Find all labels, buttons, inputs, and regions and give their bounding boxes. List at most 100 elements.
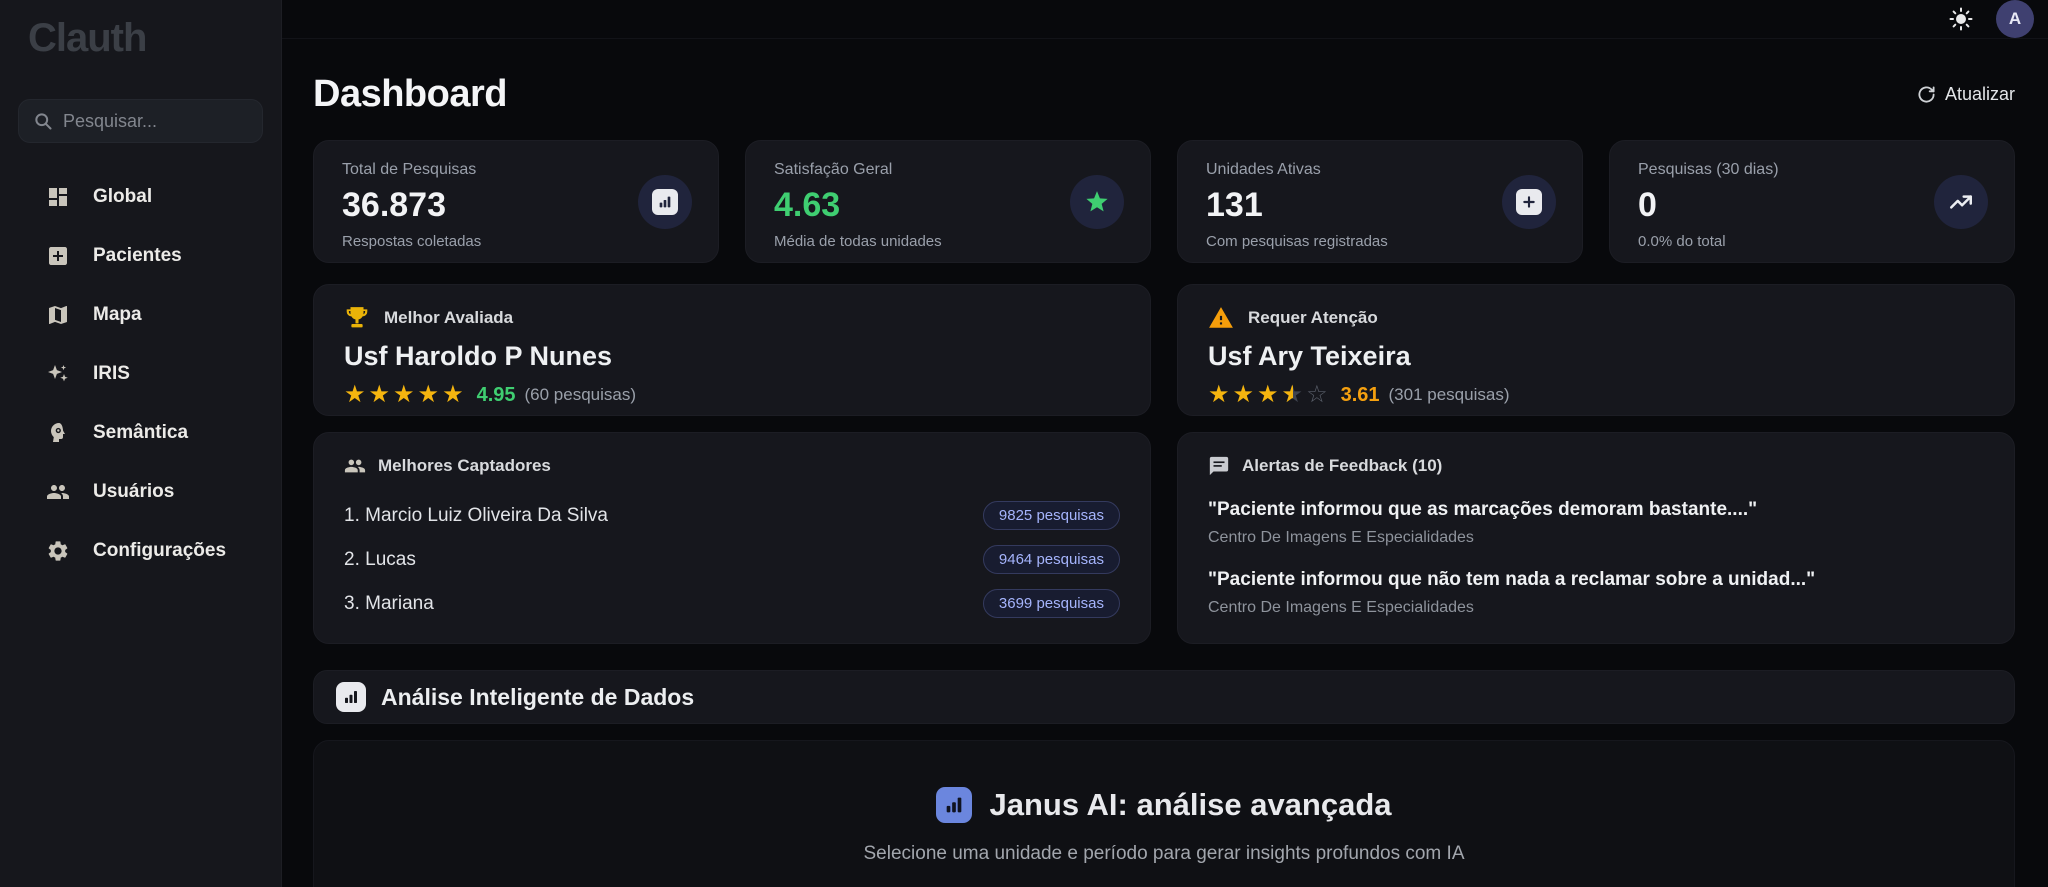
theme-toggle-button[interactable] bbox=[1946, 4, 1976, 34]
sidebar-item-label: Mapa bbox=[93, 304, 142, 325]
sidebar-item-configuracoes[interactable]: Configurações bbox=[10, 527, 271, 575]
stats-row: Total de Pesquisas 36.873 Respostas cole… bbox=[313, 140, 2015, 263]
alerts-title: Alertas de Feedback (10) bbox=[1242, 456, 1443, 475]
captador-row: 1. Marcio Luiz Oliveira Da Silva 9825 pe… bbox=[344, 501, 1120, 530]
stat-value: 0 bbox=[1638, 186, 1657, 224]
sidebar-item-label: Usuários bbox=[93, 481, 175, 502]
trophy-icon bbox=[344, 305, 370, 331]
star-icon: ★ bbox=[368, 381, 391, 408]
dashboard-content: Dashboard Atualizar Total de Pesquisas 3… bbox=[282, 39, 2048, 887]
search-input[interactable] bbox=[63, 110, 248, 132]
sidebar-item-semantica[interactable]: Semântica bbox=[10, 409, 271, 457]
stat-card-total-pesquisas: Total de Pesquisas 36.873 Respostas cole… bbox=[313, 140, 719, 263]
stat-label: Pesquisas (30 dias) bbox=[1638, 161, 1779, 178]
sidebar-item-global[interactable]: Global bbox=[10, 173, 271, 221]
captadores-title: Melhores Captadores bbox=[378, 456, 551, 475]
empty-star-icon: ☆ bbox=[1306, 381, 1328, 408]
captador-badge: 3699 pesquisas bbox=[982, 589, 1120, 618]
stat-value: 36.873 bbox=[342, 186, 446, 224]
sidebar-item-mapa[interactable]: Mapa bbox=[10, 291, 271, 339]
highlights-row: Melhor Avaliada Usf Haroldo P Nunes ★ ★ … bbox=[313, 284, 2015, 416]
feedback-quote: "Paciente informou que as marcações demo… bbox=[1208, 499, 1758, 520]
stat-label: Unidades Ativas bbox=[1206, 161, 1321, 178]
sidebar-item-label: IRIS bbox=[93, 363, 130, 384]
needs-attention-stars: ★ ★ ★ ★ ★ ☆ 3.61 (301 pesquisas) bbox=[1208, 383, 1984, 407]
refresh-icon bbox=[1917, 85, 1936, 104]
stat-card-satisfacao: Satisfação Geral 4.63 Média de todas uni… bbox=[745, 140, 1151, 263]
captador-row: 3. Mariana 3699 pesquisas bbox=[344, 589, 1120, 618]
feedback-quote: "Paciente informou que não tem nada a re… bbox=[1208, 569, 1816, 590]
stat-label: Satisfação Geral bbox=[774, 161, 893, 178]
topbar: A bbox=[282, 0, 2048, 39]
sparkles-icon bbox=[45, 361, 71, 387]
lists-row: Melhores Captadores 1. Marcio Luiz Olive… bbox=[313, 432, 2015, 644]
stat-label: Total de Pesquisas bbox=[342, 161, 477, 178]
best-rated-name: Usf Haroldo P Nunes bbox=[344, 341, 613, 371]
feedback-unit: Centro De Imagens E Especialidades bbox=[1208, 599, 1474, 616]
users-icon bbox=[344, 455, 366, 477]
feedback-unit: Centro De Imagens E Especialidades bbox=[1208, 529, 1474, 546]
analysis-section-header[interactable]: Análise Inteligente de Dados bbox=[313, 670, 2015, 724]
sun-icon bbox=[1949, 7, 1973, 31]
star-icon: ★ bbox=[1232, 381, 1255, 408]
sidebar-item-iris[interactable]: IRIS bbox=[10, 350, 271, 398]
search-box[interactable] bbox=[18, 99, 263, 143]
rating-count: (301 pesquisas) bbox=[1388, 385, 1510, 404]
sidebar-item-pacientes[interactable]: Pacientes bbox=[10, 232, 271, 280]
dashboard-icon bbox=[45, 184, 71, 210]
janus-title: Janus AI: análise avançada bbox=[989, 787, 1392, 822]
users-icon bbox=[45, 479, 71, 505]
rating-value: 4.95 bbox=[476, 383, 516, 406]
star-icon: ★ bbox=[417, 381, 440, 408]
feedback-alerts-card: Alertas de Feedback (10) "Paciente infor… bbox=[1177, 432, 2015, 644]
janus-panel: Janus AI: análise avançada Selecione uma… bbox=[313, 740, 2015, 887]
settings-icon bbox=[45, 538, 71, 564]
trending-up-icon bbox=[1934, 174, 1988, 229]
search-icon bbox=[33, 111, 53, 131]
star-icon: ★ bbox=[442, 381, 464, 408]
top-captadores-card: Melhores Captadores 1. Marcio Luiz Olive… bbox=[313, 432, 1151, 644]
analysis-title: Análise Inteligente de Dados bbox=[381, 683, 695, 710]
add-box-icon bbox=[1502, 174, 1556, 229]
star-icon: ★ bbox=[344, 381, 366, 408]
star-icon bbox=[1070, 174, 1124, 229]
half-star-icon: ★ ★ bbox=[1281, 381, 1304, 408]
captador-name: 3. Mariana bbox=[344, 592, 434, 614]
refresh-label: Atualizar bbox=[1944, 84, 2015, 104]
stat-value: 4.63 bbox=[774, 186, 841, 224]
captador-row: 2. Lucas 9464 pesquisas bbox=[344, 545, 1120, 574]
best-rated-tag: Melhor Avaliada bbox=[384, 308, 514, 327]
stat-card-pesquisas-30d: Pesquisas (30 dias) 0 0.0% do total bbox=[1609, 140, 2015, 263]
sidebar-item-label: Pacientes bbox=[93, 245, 182, 266]
sidebar-item-label: Configurações bbox=[93, 540, 227, 561]
warning-icon bbox=[1208, 305, 1234, 331]
avatar[interactable]: A bbox=[1996, 0, 2034, 38]
bar-chart-icon bbox=[336, 682, 366, 712]
semantics-icon bbox=[45, 420, 71, 446]
rating-count: (60 pesquisas) bbox=[524, 385, 637, 404]
captador-badge: 9464 pesquisas bbox=[982, 545, 1120, 574]
stat-sublabel: Média de todas unidades bbox=[774, 233, 942, 250]
needs-attention-tag: Requer Atenção bbox=[1248, 308, 1378, 327]
captador-name: 1. Marcio Luiz Oliveira Da Silva bbox=[344, 504, 608, 526]
captador-name: 2. Lucas bbox=[344, 548, 416, 570]
refresh-button[interactable]: Atualizar bbox=[1917, 84, 2015, 105]
sidebar-item-usuarios[interactable]: Usuários bbox=[10, 468, 271, 516]
needs-attention-card: Requer Atenção Usf Ary Teixeira ★ ★ ★ ★ ★… bbox=[1177, 284, 2015, 416]
star-icon: ★ bbox=[1208, 381, 1230, 408]
best-rated-card: Melhor Avaliada Usf Haroldo P Nunes ★ ★ … bbox=[313, 284, 1151, 416]
sidebar: Clauth Global Pacientes bbox=[0, 0, 282, 887]
map-icon bbox=[45, 302, 71, 328]
best-rated-stars: ★ ★ ★ ★ ★ 4.95 (60 pesquisas) bbox=[344, 383, 1120, 407]
janus-bar-chart-icon bbox=[936, 787, 973, 823]
needs-attention-name: Usf Ary Teixeira bbox=[1208, 341, 1411, 371]
stat-sublabel: 0.0% do total bbox=[1638, 233, 1726, 250]
janus-subtitle: Selecione uma unidade e período para ger… bbox=[863, 843, 1465, 864]
star-icon: ★ bbox=[393, 381, 415, 408]
patients-icon bbox=[45, 243, 71, 269]
captador-badge: 9825 pesquisas bbox=[982, 501, 1120, 530]
sidebar-nav: Global Pacientes Mapa bbox=[0, 173, 281, 575]
stat-value: 131 bbox=[1206, 186, 1263, 224]
sidebar-item-label: Global bbox=[93, 186, 153, 207]
